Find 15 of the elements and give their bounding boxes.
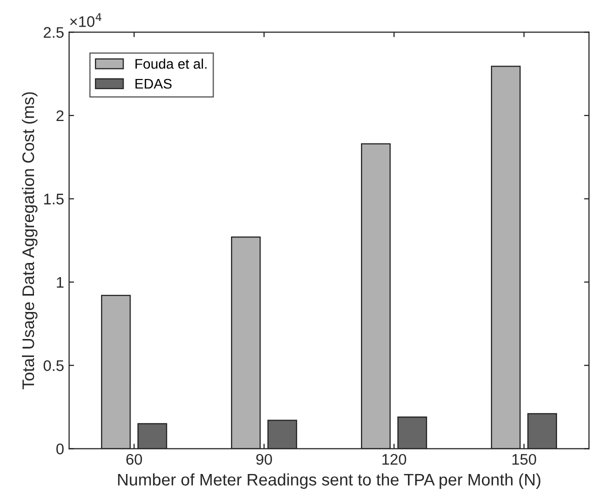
text: ×10$^{4}$ bbox=[70, 13, 102, 27]
y-tick-label: 0.5 bbox=[44, 360, 64, 372]
legend-label: EDAS bbox=[136, 78, 172, 89]
x-axis-title: Number of Meter Readings sent to the TPA per Month (N) bbox=[118, 473, 540, 489]
y-tick-label: 1 bbox=[56, 277, 64, 288]
legend-label: Fouda et al. bbox=[136, 58, 206, 69]
y-tick-label: 2 bbox=[56, 110, 64, 122]
y-tick-label: 1.5 bbox=[44, 194, 64, 204]
y-tick-label: 0 bbox=[56, 444, 64, 454]
x-tick-label: 150 bbox=[512, 454, 536, 465]
y-axis-title: Total Usage Data Aggregation Cost (ms) bbox=[22, 92, 38, 390]
x-tick-label: 120 bbox=[382, 454, 406, 465]
x-tick-label: 60 bbox=[126, 454, 142, 465]
x-tick-label: 90 bbox=[256, 454, 272, 465]
y-tick-label: 2.5 bbox=[44, 27, 64, 38]
